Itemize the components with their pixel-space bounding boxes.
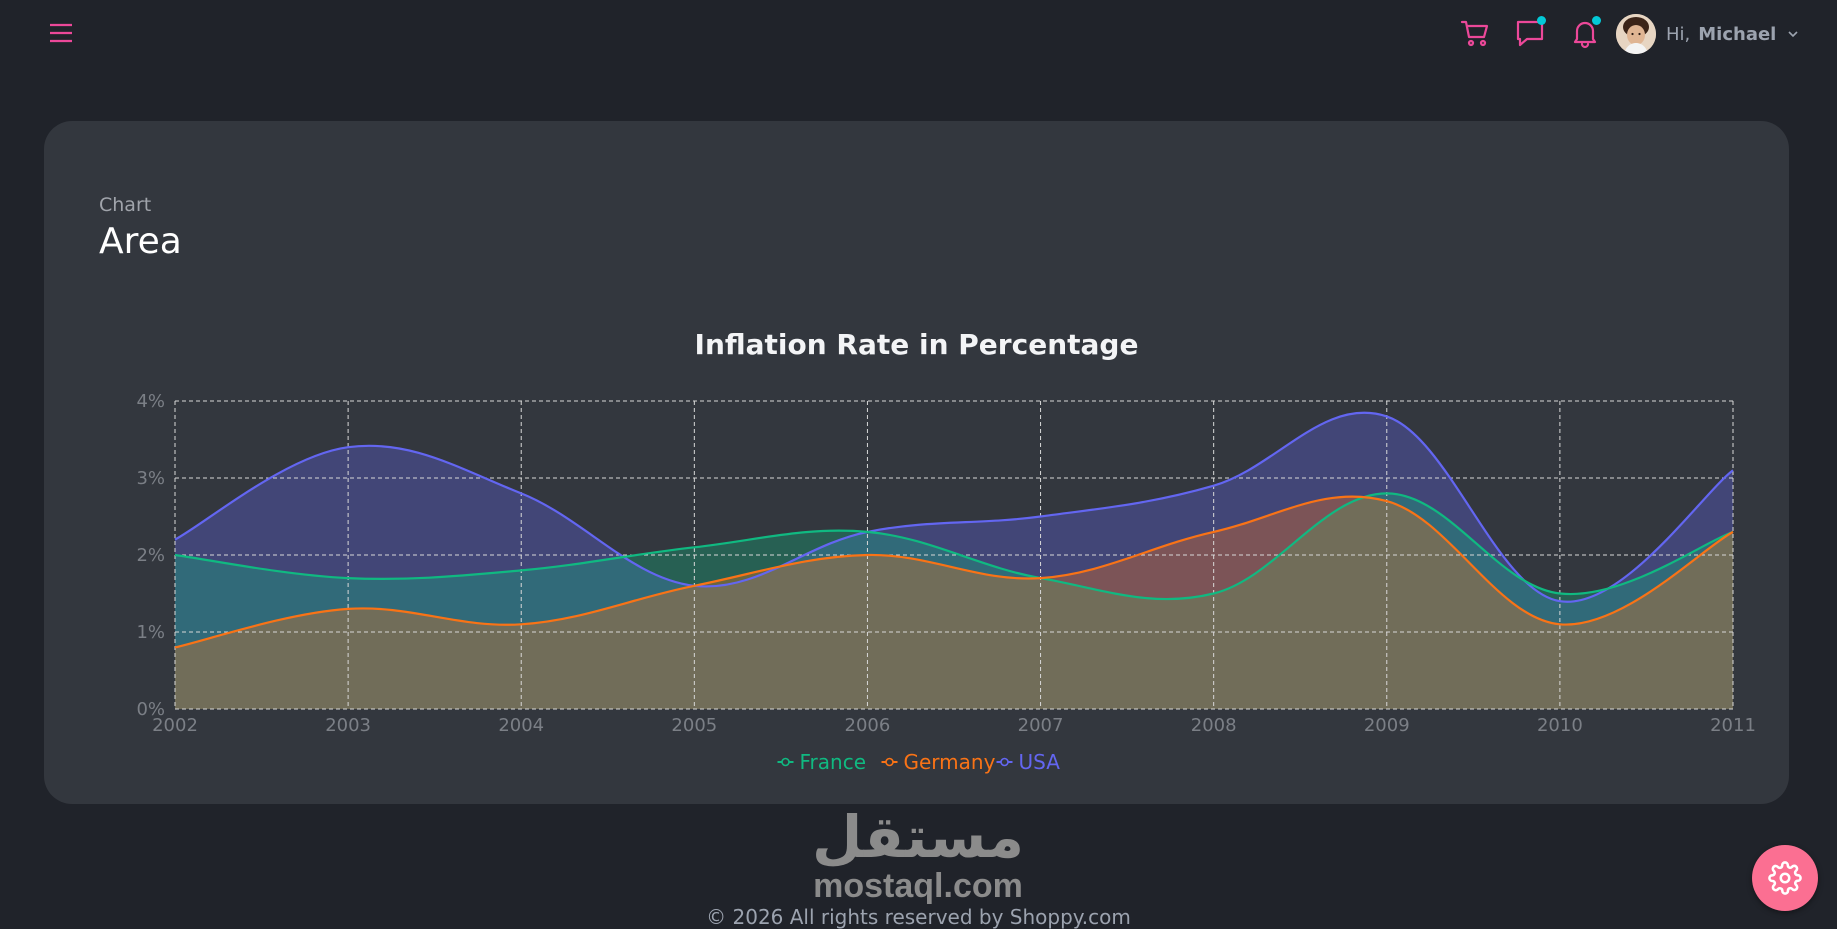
card-title: Area xyxy=(99,221,182,262)
x-tick-label: 2003 xyxy=(325,715,371,736)
x-tick-label: 2004 xyxy=(498,715,544,736)
legend-item-usa: USA xyxy=(1019,750,1061,774)
y-tick-label: 3% xyxy=(136,468,165,489)
top-navbar: Hi, Michael xyxy=(0,0,1837,70)
y-tick-label: 4% xyxy=(136,391,165,412)
legend-marker-dot xyxy=(1000,757,1009,767)
legend-marker-dot xyxy=(885,757,894,767)
x-tick-label: 2006 xyxy=(845,715,891,736)
y-tick-label: 2% xyxy=(136,545,165,566)
x-tick-label: 2009 xyxy=(1364,715,1410,736)
user-profile-menu[interactable]: Hi, Michael xyxy=(1616,13,1800,55)
line-france xyxy=(174,492,1734,601)
legend-item-france: France xyxy=(800,750,867,774)
area-germany xyxy=(175,496,1733,709)
line-usa xyxy=(174,411,1734,603)
bell-icon[interactable] xyxy=(1569,16,1601,49)
avatar[interactable] xyxy=(1616,14,1656,54)
mostaql-watermark: مستقل mostaql.com xyxy=(812,805,1024,905)
user-name: Michael xyxy=(1698,23,1777,45)
card-subtitle: Chart xyxy=(99,194,152,216)
y-tick-label: 1% xyxy=(136,622,165,643)
legend-item-germany: Germany xyxy=(904,750,996,774)
gear-icon xyxy=(1768,861,1802,895)
cart-icon[interactable] xyxy=(1459,17,1491,49)
x-tick-label: 2005 xyxy=(671,715,717,736)
settings-button[interactable] xyxy=(1752,845,1818,911)
chart-card: Chart Area Inflation Rate in Percentage … xyxy=(44,121,1789,804)
watermark-latin: mostaql.com xyxy=(813,867,1023,905)
greeting-text: Hi, xyxy=(1666,23,1691,45)
x-tick-label: 2002 xyxy=(152,715,198,736)
legend-marker-dot xyxy=(781,757,790,767)
x-tick-label: 2010 xyxy=(1537,715,1583,736)
chart-title: Inflation Rate in Percentage xyxy=(694,328,1139,361)
x-tick-label: 2011 xyxy=(1710,715,1756,736)
bell-notification-dot xyxy=(1592,16,1601,25)
chat-notification-dot xyxy=(1537,16,1546,25)
area-chart: 0% 1% 2% 3% 4% 2002 2003 2004 2005 2006 2007 2008 20… xyxy=(136,391,1756,774)
line-germany xyxy=(174,495,1734,649)
watermark-arabic: مستقل xyxy=(812,805,1024,871)
x-tick-label: 2007 xyxy=(1018,715,1064,736)
y-tick-label: 0% xyxy=(136,699,165,720)
copyright-text: © 2026 All rights reserved by Shoppy.com xyxy=(706,905,1131,929)
area-usa xyxy=(175,412,1733,709)
chat-icon[interactable] xyxy=(1514,16,1546,49)
chevron-down-icon[interactable] xyxy=(1786,27,1800,41)
area-france xyxy=(175,493,1733,709)
menu-icon[interactable] xyxy=(48,21,74,45)
x-tick-label: 2008 xyxy=(1191,715,1237,736)
